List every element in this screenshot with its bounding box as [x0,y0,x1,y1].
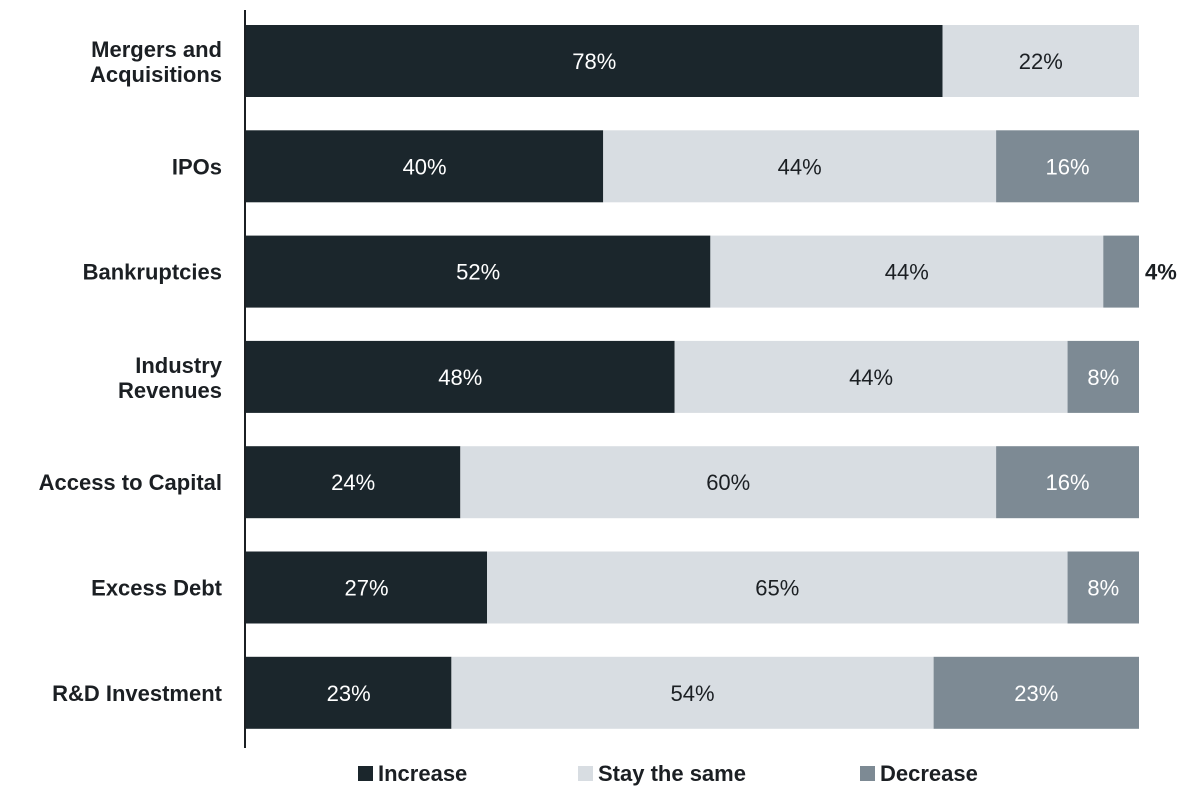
data-label-stay-the-same-ipos: 44% [778,154,822,179]
category-label-bankruptcies: Bankruptcies [83,260,222,285]
bar-row-bankruptcies: 52% 44% 4% [246,235,1177,308]
legend: Increase Stay the same Decrease [358,761,978,786]
bar-row-mergers-and-acquisitions: 78% 22% [246,25,1139,97]
legend-label-stay-the-same: Stay the same [598,761,746,786]
bar-row-access-to-capital: 24% 60% 16% [246,446,1139,519]
category-label-access-to-capital: Access to Capital [39,470,222,495]
data-label-decrease-bankruptcies: 4% [1145,260,1177,285]
data-label-decrease-randd-investment: 23% [1014,681,1058,706]
bar-row-ipos: 40% 44% 16% [246,130,1139,203]
bar-segment-stay-the-same-access-to-capital [460,446,997,519]
bar-segment-decrease-ipos [996,130,1139,203]
bar-segment-increase-bankruptcies [246,235,711,308]
legend-swatch-stay-the-same [578,766,593,781]
bar-segment-stay-the-same-ipos [603,130,997,203]
category-label-industry-revenues: Industry Revenues [118,353,223,403]
legend-swatch-increase [358,766,373,781]
category-label-mergers-and-acquisitions: Mergers and Acquisitions [90,37,222,87]
legend-item-decrease: Decrease [860,761,978,786]
bar-row-excess-debt: 27% 65% 8% [246,551,1139,624]
data-label-decrease-ipos: 16% [1046,154,1090,179]
bar-segment-stay-the-same-excess-debt [487,551,1068,624]
data-label-increase-access-to-capital: 24% [331,470,375,495]
legend-label-decrease: Decrease [880,761,978,786]
data-label-increase-randd-investment: 23% [327,681,371,706]
legend-swatch-decrease [860,766,875,781]
bar-segment-increase-excess-debt [246,551,488,624]
data-label-increase-ipos: 40% [403,154,447,179]
data-label-increase-bankruptcies: 52% [456,260,500,285]
bar-row-industry-revenues: 48% 44% 8% [246,340,1139,413]
bar-segment-increase-industry-revenues [246,340,675,413]
bar-segment-increase-ipos [246,130,604,203]
data-label-decrease-access-to-capital: 16% [1046,470,1090,495]
data-label-stay-the-same-bankruptcies: 44% [885,260,929,285]
bar-segment-decrease-excess-debt [1067,551,1139,624]
bar-segment-decrease-access-to-capital [996,446,1139,519]
category-label-ipos: IPOs [172,154,222,179]
bar-segment-increase-access-to-capital [246,446,461,519]
legend-item-stay-the-same: Stay the same [578,761,746,786]
data-label-stay-the-same-mergers-and-acquisitions: 22% [1019,49,1063,74]
bar-segment-decrease-industry-revenues [1067,340,1139,413]
data-label-increase-industry-revenues: 48% [438,365,482,390]
bar-segment-decrease-bankruptcies [1103,235,1139,308]
bar-segment-stay-the-same-bankruptcies [710,235,1104,308]
legend-label-increase: Increase [378,761,467,786]
bar-segment-stay-the-same-mergers-and-acquisitions [942,25,1139,97]
data-label-stay-the-same-excess-debt: 65% [755,576,799,601]
data-label-stay-the-same-access-to-capital: 60% [706,470,750,495]
bar-segment-increase-randd-investment [246,656,452,729]
bars-group: 78% 22% 40% 44% 16% 52% 44% 4% 48% 44% 8% 24% 60% 16%… [246,25,1177,729]
data-label-increase-excess-debt: 27% [345,576,389,601]
bar-row-randd-investment: 23% 54% 23% [246,656,1139,729]
category-labels: Mergers and Acquisitions IPOs Bankruptcies I… [39,37,223,706]
category-label-excess-debt: Excess Debt [91,576,223,601]
data-label-stay-the-same-industry-revenues: 44% [849,365,893,390]
category-label-randd-investment: R&D Investment [52,681,223,706]
data-label-decrease-excess-debt: 8% [1087,576,1119,601]
bar-segment-stay-the-same-industry-revenues [674,340,1068,413]
bar-segment-stay-the-same-randd-investment [451,656,934,729]
legend-item-increase: Increase [358,761,467,786]
bar-segment-decrease-randd-investment [933,656,1139,729]
data-label-decrease-industry-revenues: 8% [1087,365,1119,390]
bar-segment-increase-mergers-and-acquisitions [246,25,943,97]
data-label-increase-mergers-and-acquisitions: 78% [572,49,616,74]
data-label-stay-the-same-randd-investment: 54% [670,681,714,706]
